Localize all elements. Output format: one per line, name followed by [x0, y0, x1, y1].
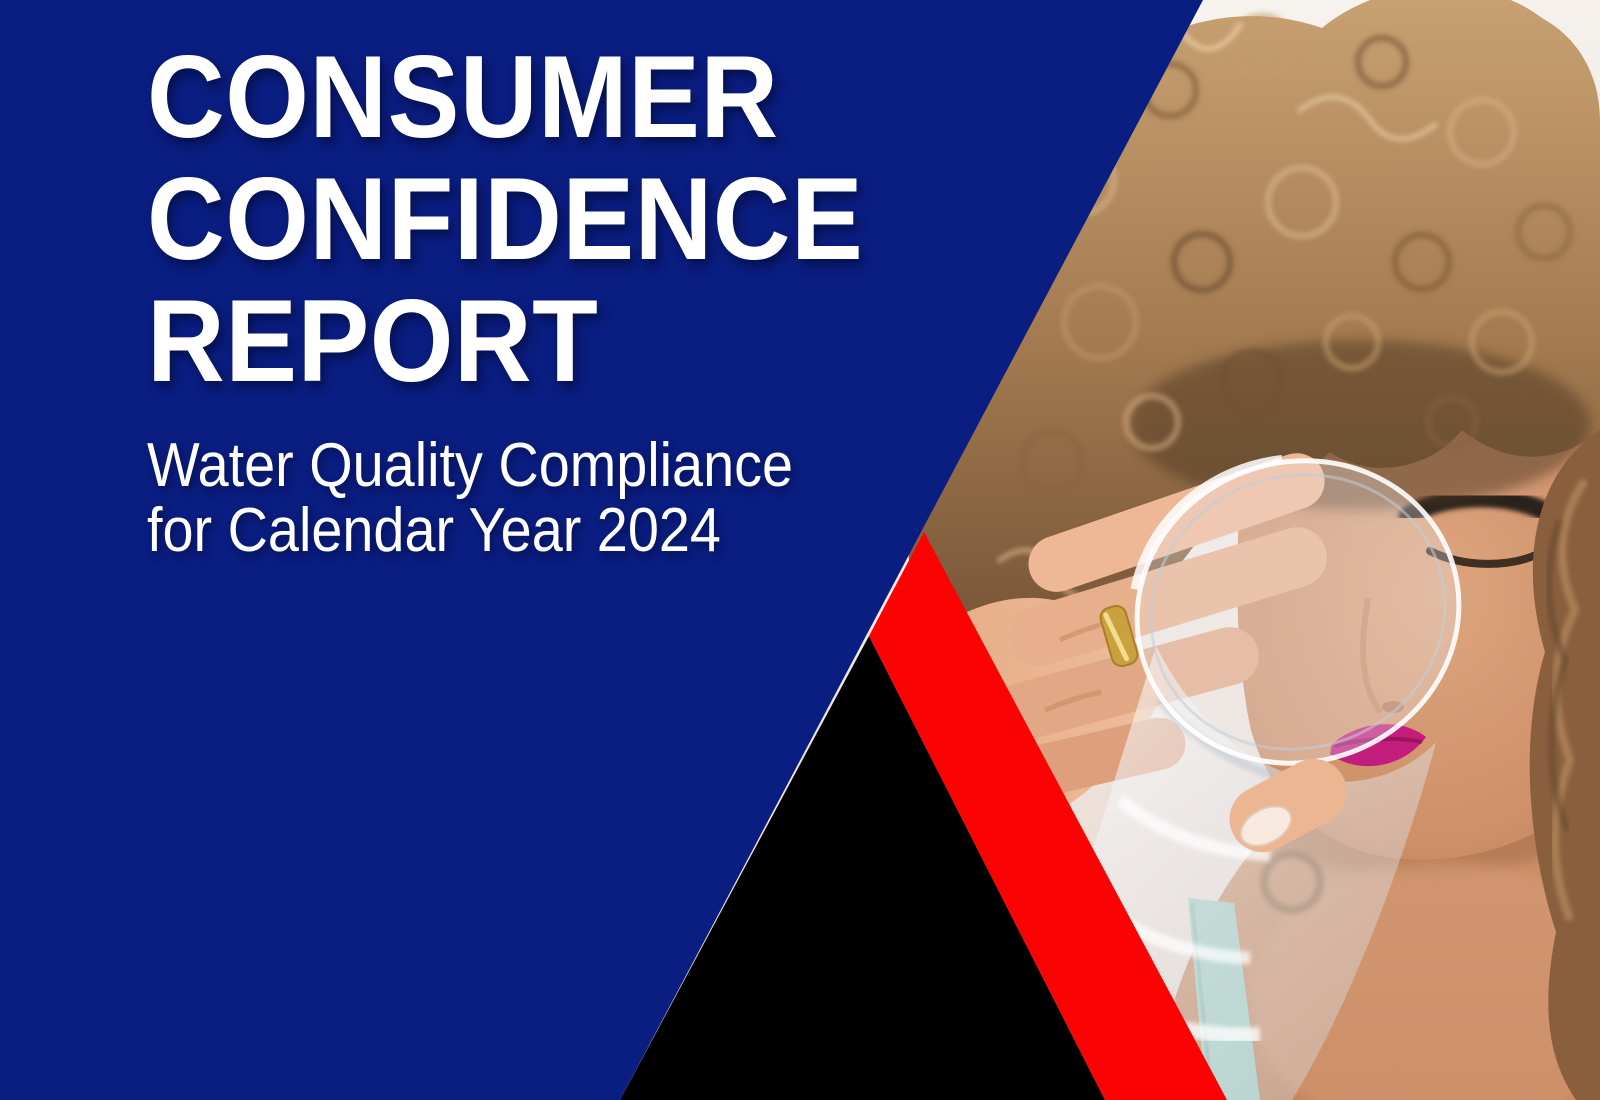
middle-finger [1008, 527, 1327, 667]
black-triangle [620, 636, 1105, 1100]
page-subtitle: Water Quality Compliance for Calendar Ye… [147, 433, 793, 563]
red-stripe [869, 532, 1227, 1100]
closed-eye [1426, 547, 1546, 568]
fingernail [1239, 805, 1293, 847]
subtitle-line-1: Water Quality Compliance [147, 431, 794, 500]
index-finger [1028, 453, 1325, 592]
thumb [1229, 758, 1347, 853]
ring-finger [994, 627, 1259, 741]
title-line-1: CONSUMER [147, 31, 779, 162]
subtitle-line-2: for Calendar Year 2024 [147, 496, 721, 565]
title-line-2: CONFIDENCE [147, 153, 864, 284]
page-title: CONSUMER CONFIDENCE REPORT [147, 36, 863, 402]
blue-panel [0, 0, 1203, 1100]
title-line-3: REPORT [147, 275, 599, 406]
